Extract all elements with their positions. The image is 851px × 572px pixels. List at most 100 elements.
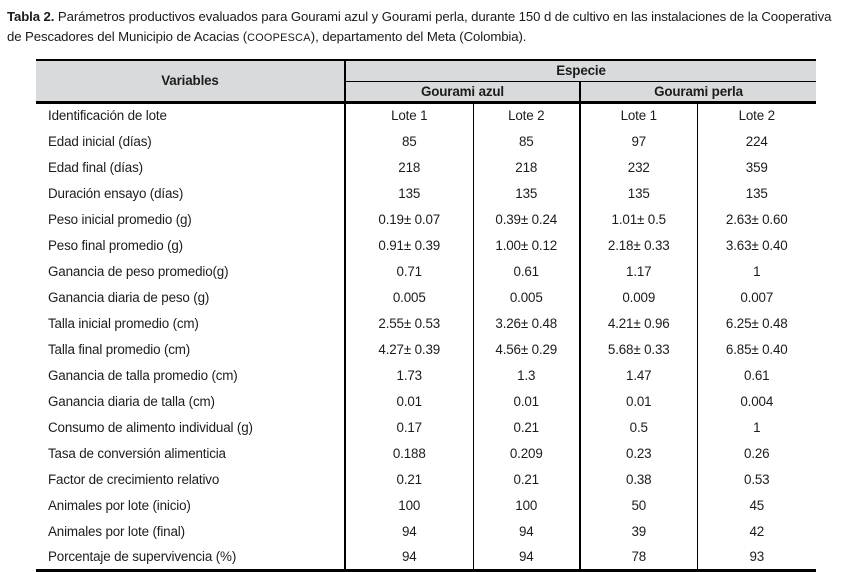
cell-value: Lote 2 [738, 108, 775, 124]
cell-value: 0.53 [744, 471, 770, 487]
cell-value: 0.007 [740, 289, 774, 305]
cell-value: 50 [580, 492, 698, 519]
cell-value: 0.01 [345, 388, 474, 415]
cell-value: 2.63± 0.60 [725, 211, 788, 227]
cell-value: 218 [345, 154, 474, 181]
cell-value: 224 [745, 133, 768, 149]
table-caption-acronym: COOPESCA [247, 31, 311, 44]
results-table: Variables Especie Gourami azul Gourami p… [36, 59, 817, 572]
table-caption-label: Tabla 2. [7, 9, 55, 24]
table-row: Edad inicial (días) 85 85 97 224 [36, 128, 816, 155]
cell-value: 100 [345, 492, 474, 519]
cell-value: 0.61 [744, 367, 770, 383]
cell-value: 2.18± 0.33 [580, 232, 698, 259]
header-row-species: Gourami azul Gourami perla [36, 81, 817, 104]
cell-value: 94 [345, 544, 474, 571]
cell-value: 0.39± 0.24 [473, 206, 581, 233]
table-row: Duración ensayo (días) 135 135 135 135 [36, 180, 816, 207]
row-label: Animales por lote (final) [36, 518, 346, 545]
cell-value: 1.47 [580, 362, 698, 389]
cell-value: 42 [749, 523, 765, 539]
row-label: Factor de crecimiento relativo [36, 466, 346, 493]
cell-value: 5.68± 0.33 [580, 336, 698, 363]
row-label: Tasa de conversión alimenticia [36, 440, 346, 467]
cell-value: 0.01 [473, 388, 581, 415]
cell-value: 100 [473, 492, 581, 519]
row-label: Ganancia diaria de talla (cm) [36, 388, 346, 415]
paper-page: Tabla 2. Parámetros productivos evaluado… [0, 7, 851, 572]
row-label: Peso final promedio (g) [36, 232, 346, 259]
cell-value: 3.63± 0.40 [725, 237, 788, 253]
cell-value: 0.19± 0.07 [345, 206, 474, 233]
cell-value: Lote 2 [473, 102, 581, 129]
cell-value: 0.17 [345, 414, 474, 441]
cell-value: Lote 1 [580, 102, 698, 129]
cell-value: 4.27± 0.39 [345, 336, 474, 363]
row-label: Duración ensayo (días) [36, 180, 346, 207]
cell-value: 0.188 [345, 440, 474, 467]
table-row: Factor de crecimiento relativo 0.21 0.21… [36, 466, 816, 493]
cell-value: 3.26± 0.48 [473, 310, 581, 337]
table-caption: Tabla 2. Parámetros productivos evaluado… [7, 7, 845, 46]
cell-value: 94 [473, 544, 581, 571]
table-row: Talla inicial promedio (cm) 2.55± 0.53 3… [36, 310, 816, 337]
row-label: Ganancia de talla promedio (cm) [36, 362, 346, 389]
cell-value: 0.209 [473, 440, 581, 467]
cell-value: 359 [745, 159, 768, 175]
cell-value: 0.005 [473, 284, 581, 311]
table-caption-text-after: ), departamento del Meta (Colombia). [310, 28, 527, 44]
cell-value: Lote 1 [345, 102, 474, 129]
cell-value: 85 [473, 128, 581, 155]
row-label: Consumo de alimento individual (g) [36, 414, 346, 441]
table-row: Animales por lote (inicio) 100 100 50 45 [36, 492, 816, 519]
cell-value: 0.21 [345, 466, 474, 493]
cell-value: 1.3 [473, 362, 581, 389]
table-row: Ganancia de talla promedio (cm) 1.73 1.3… [36, 362, 816, 389]
cell-value: 0.21 [473, 466, 581, 493]
row-label: Ganancia diaria de peso (g) [36, 284, 346, 311]
row-label: Talla inicial promedio (cm) [36, 310, 346, 337]
cell-value: 1.17 [580, 258, 698, 285]
table-row: Tasa de conversión alimenticia 0.188 0.2… [36, 440, 816, 467]
table-body: Identificación de lote Lote 1 Lote 2 Lot… [36, 102, 816, 571]
table-row: Identificación de lote Lote 1 Lote 2 Lot… [36, 102, 816, 129]
table-row: Ganancia diaria de peso (g) 0.005 0.005 … [36, 284, 816, 311]
table-row: Edad final (días) 218 218 232 359 [36, 154, 816, 181]
cell-value: 4.21± 0.96 [580, 310, 698, 337]
table-row: Peso inicial promedio (g) 0.19± 0.07 0.3… [36, 206, 816, 233]
cell-value: 0.61 [473, 258, 581, 285]
cell-value: 1 [753, 419, 761, 435]
cell-value: 85 [345, 128, 474, 155]
table-row: Ganancia de peso promedio(g) 0.71 0.61 1… [36, 258, 816, 285]
cell-value: 0.23 [580, 440, 698, 467]
especie-group-header: Especie [345, 60, 817, 82]
cell-value: 0.38 [580, 466, 698, 493]
header-row-especie: Variables Especie [36, 60, 817, 104]
cell-value: 94 [473, 518, 581, 545]
row-label: Porcentaje de supervivencia (%) [36, 544, 346, 571]
cell-value: 0.005 [345, 284, 474, 311]
cell-value: 1 [753, 263, 761, 279]
table-caption-text-before: Parámetros productivos evaluados para Go… [7, 9, 832, 44]
variables-column-header: Variables [36, 60, 346, 104]
cell-value: 0.5 [580, 414, 698, 441]
cell-value: 6.25± 0.48 [725, 315, 788, 331]
cell-value: 135 [580, 180, 698, 207]
table-row: Ganancia diaria de talla (cm) 0.01 0.01 … [36, 388, 816, 415]
cell-value: 0.91± 0.39 [345, 232, 474, 259]
cell-value: 97 [580, 128, 698, 155]
cell-value: 6.85± 0.40 [725, 341, 788, 357]
cell-value: 78 [580, 544, 698, 571]
cell-value: 135 [745, 185, 768, 201]
species-header-gourami-azul: Gourami azul [345, 81, 581, 104]
cell-value: 135 [473, 180, 581, 207]
cell-value: 45 [749, 497, 765, 513]
row-label: Edad final (días) [36, 154, 346, 181]
cell-value: 135 [345, 180, 474, 207]
cell-value: 0.21 [473, 414, 581, 441]
row-label: Animales por lote (inicio) [36, 492, 346, 519]
cell-value: 1.00± 0.12 [473, 232, 581, 259]
cell-value: 39 [580, 518, 698, 545]
table-row: Porcentaje de supervivencia (%) 94 94 78… [36, 544, 816, 571]
species-header-gourami-perla: Gourami perla [580, 81, 817, 104]
